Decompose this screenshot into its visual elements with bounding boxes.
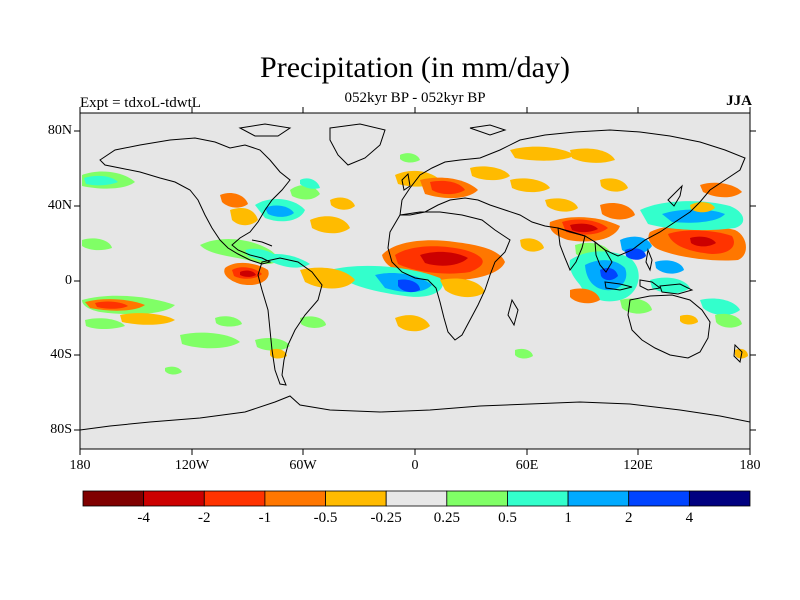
colorbar-swatch bbox=[82, 490, 145, 507]
colorbar-swatch bbox=[143, 490, 205, 507]
colorbar-swatch bbox=[446, 490, 508, 507]
colorbar-swatch bbox=[567, 490, 630, 507]
colorbar bbox=[82, 490, 751, 507]
colorbar-label: 1 bbox=[564, 510, 572, 526]
x-tick-label-180w: 180 bbox=[69, 458, 91, 473]
colorbar-swatch bbox=[203, 490, 266, 507]
chart-title: Precipitation (in mm/day) bbox=[260, 51, 570, 84]
colorbar-swatch bbox=[628, 490, 690, 507]
coastlines bbox=[80, 123, 750, 431]
colorbar-label: -4 bbox=[137, 510, 150, 526]
colorbar-label: 0.25 bbox=[433, 510, 460, 526]
colorbar-label: 0.5 bbox=[498, 510, 517, 526]
colorbar-swatch bbox=[385, 490, 448, 507]
y-tick-label-40n: 40N bbox=[47, 198, 72, 213]
x-tick-label-120e: 120E bbox=[623, 458, 653, 473]
colorbar-label: 2 bbox=[624, 510, 633, 526]
colorbar-label: -2 bbox=[198, 510, 211, 526]
colorbar-swatch bbox=[688, 490, 751, 507]
x-tick-label-60e: 60E bbox=[515, 458, 539, 473]
colorbar-label: -0.25 bbox=[370, 510, 402, 526]
colorbar-swatch bbox=[507, 490, 569, 507]
chart-subtitle: 052kyr BP - 052kyr BP bbox=[344, 90, 486, 106]
y-tick-label-80s: 80S bbox=[50, 422, 72, 437]
season-label: JJA bbox=[726, 93, 752, 109]
y-tick-label-0: 0 bbox=[65, 273, 72, 288]
x-tick-label-180e: 180 bbox=[739, 458, 761, 473]
x-tick-label-120w: 120W bbox=[174, 458, 210, 473]
y-tick-label-40s: 40S bbox=[50, 347, 72, 362]
colorbar-label: -1 bbox=[258, 510, 272, 526]
axis-ticks bbox=[74, 107, 756, 455]
x-tick-label-60w: 60W bbox=[289, 458, 317, 473]
colorbar-swatch bbox=[325, 490, 387, 507]
colorbar-label: 4 bbox=[685, 510, 694, 526]
x-tick-label-0: 0 bbox=[411, 458, 419, 473]
colorbar-swatch bbox=[264, 490, 326, 507]
experiment-label: Expt = tdxoL-tdwtL bbox=[80, 95, 201, 111]
colorbar-label: -0.5 bbox=[313, 510, 338, 526]
precip-anomaly-fields bbox=[82, 146, 748, 375]
y-tick-label-80n: 80N bbox=[47, 123, 72, 138]
